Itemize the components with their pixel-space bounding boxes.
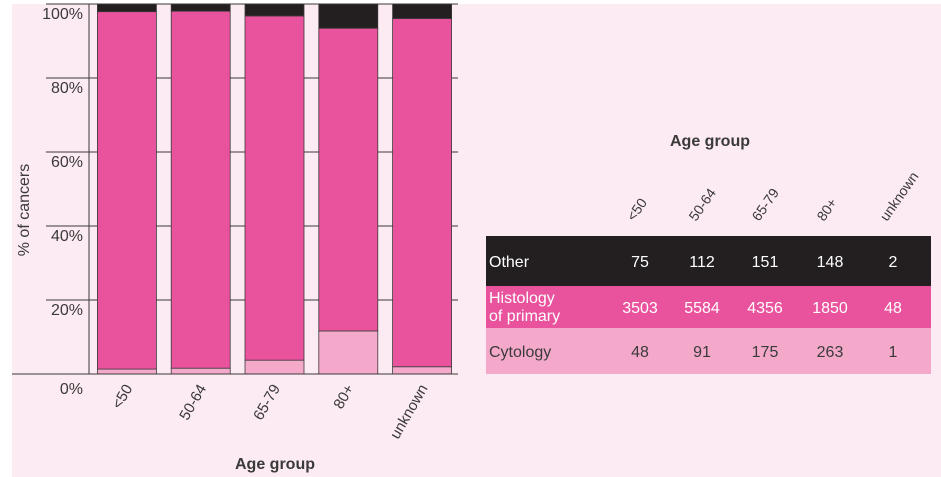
bar-segment [392, 3, 453, 19]
table-row-label: of primary [489, 308, 560, 325]
x-tick-labels: <50 50-64 65-79 80+ unknown [109, 381, 432, 442]
table-cell: 5584 [684, 300, 720, 317]
bar-segment [244, 15, 305, 361]
table-row-background [486, 236, 931, 286]
table-cell: 91 [693, 344, 711, 361]
table-row-background [486, 286, 931, 328]
x-tick-label: 80+ [330, 381, 358, 412]
x-tick-label: 65-79 [250, 382, 284, 424]
table-column-header: 50-64 [685, 185, 719, 224]
table-cell: 263 [817, 344, 844, 361]
y-axis-label: % of cancers [16, 164, 33, 256]
x-axis-label: Age group [235, 456, 315, 473]
table-row-label: Cytology [489, 344, 551, 361]
table-row-background [486, 328, 931, 374]
table-cell: 2 [889, 254, 898, 271]
bar-segment [318, 3, 379, 29]
table-column-header: 80+ [813, 195, 840, 224]
table-title: Age group [670, 133, 750, 150]
bar-segment [318, 330, 379, 375]
bar-segment [318, 27, 379, 332]
table-column-header: <50 [623, 195, 650, 224]
y-tick-label: 100% [42, 6, 83, 23]
table-row-label: Other [489, 254, 530, 271]
table-cell: 151 [752, 254, 779, 271]
x-tick-label: unknown [387, 382, 432, 443]
table-cell: 4356 [747, 300, 783, 317]
table-cell: 48 [884, 300, 902, 317]
table-cell: 148 [817, 254, 844, 271]
x-tick-label: <50 [109, 382, 136, 413]
y-tick-label: 40% [51, 228, 83, 245]
bar-segment [392, 366, 453, 375]
table-row: Cytology 48 91 175 263 1 [486, 328, 931, 374]
bar-segment [244, 3, 305, 17]
table-cell: 75 [631, 254, 649, 271]
table-cell: 1850 [812, 300, 848, 317]
bar-segment [392, 18, 453, 368]
y-tick-label: 0% [60, 381, 83, 398]
y-tick-label: 80% [51, 80, 83, 97]
table-row: Other 75 112 151 148 2 [486, 236, 931, 286]
table-cell: 112 [689, 254, 715, 271]
table-cell: 3503 [622, 300, 658, 317]
table-cell: 1 [889, 344, 898, 361]
table-column-headers: <50 50-64 65-79 80+ unknown [623, 169, 921, 224]
bar-segment [97, 368, 157, 375]
bar-segment [244, 359, 305, 375]
data-table: Age group <50 50-64 65-79 80+ unknown Other 7… [486, 133, 931, 374]
y-tick-label: 20% [51, 302, 83, 319]
bar-segment [97, 11, 157, 370]
y-tick-label: 60% [51, 154, 83, 171]
bar-segment [170, 3, 231, 12]
table-column-header: unknown [876, 169, 921, 224]
bar-segment [170, 10, 231, 369]
table-cell: 175 [752, 344, 779, 361]
bar-segment [170, 367, 231, 375]
table-cell: 48 [631, 344, 649, 361]
bars [97, 3, 453, 375]
x-tick-label: 50-64 [176, 382, 210, 424]
y-tick-labels: 0% 20% 40% 60% 80% 100% [42, 6, 83, 398]
bar-segment [97, 3, 157, 13]
table-row-label: Histology [489, 290, 555, 307]
table-column-header: 65-79 [748, 185, 782, 224]
axes [12, 4, 458, 375]
